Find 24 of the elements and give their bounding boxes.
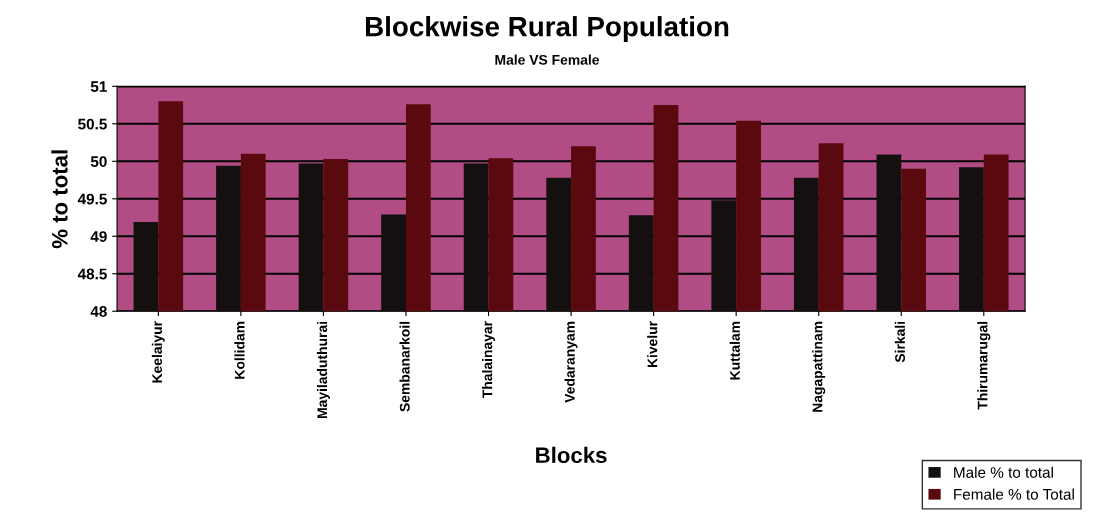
- legend-label: Female % to Total: [954, 488, 1074, 500]
- legend-label: Male % to total: [954, 466, 1053, 478]
- y-tick-label: 50: [90, 156, 107, 167]
- x-axis-title: Blocks: [536, 446, 607, 464]
- y-tick-label: 48: [90, 306, 107, 317]
- chart-title: Blockwise Rural Population: [365, 16, 729, 42]
- x-tick-label: Nagapattinam: [812, 321, 826, 412]
- x-tick-label: Sembanarkoil: [399, 321, 410, 412]
- x-tick-label: Keelaiyur: [151, 321, 165, 383]
- x-tick-label: Mayiladuthurai: [316, 321, 330, 419]
- x-tick-label: Kuttalam: [729, 321, 740, 380]
- chart-subtitle: Male VS Female: [495, 54, 600, 65]
- y-tick-label: 49.5: [77, 193, 107, 205]
- y-tick-label: 48.5: [77, 268, 107, 280]
- x-tick-label: Kollidam: [234, 321, 245, 379]
- x-tick-label: Thirumarugal: [977, 321, 991, 410]
- x-tick-label: Thalainayar: [482, 321, 495, 398]
- x-tick-label: Kivelur: [647, 321, 658, 368]
- y-tick-label: 51: [90, 81, 107, 93]
- y-tick-label: 50.5: [78, 118, 107, 130]
- y-tick-label: 49: [90, 231, 107, 242]
- x-tick-label: Sirkali: [894, 321, 905, 363]
- x-tick-label: Vedaranyam: [564, 321, 578, 403]
- y-axis-title: % to total: [51, 150, 68, 249]
